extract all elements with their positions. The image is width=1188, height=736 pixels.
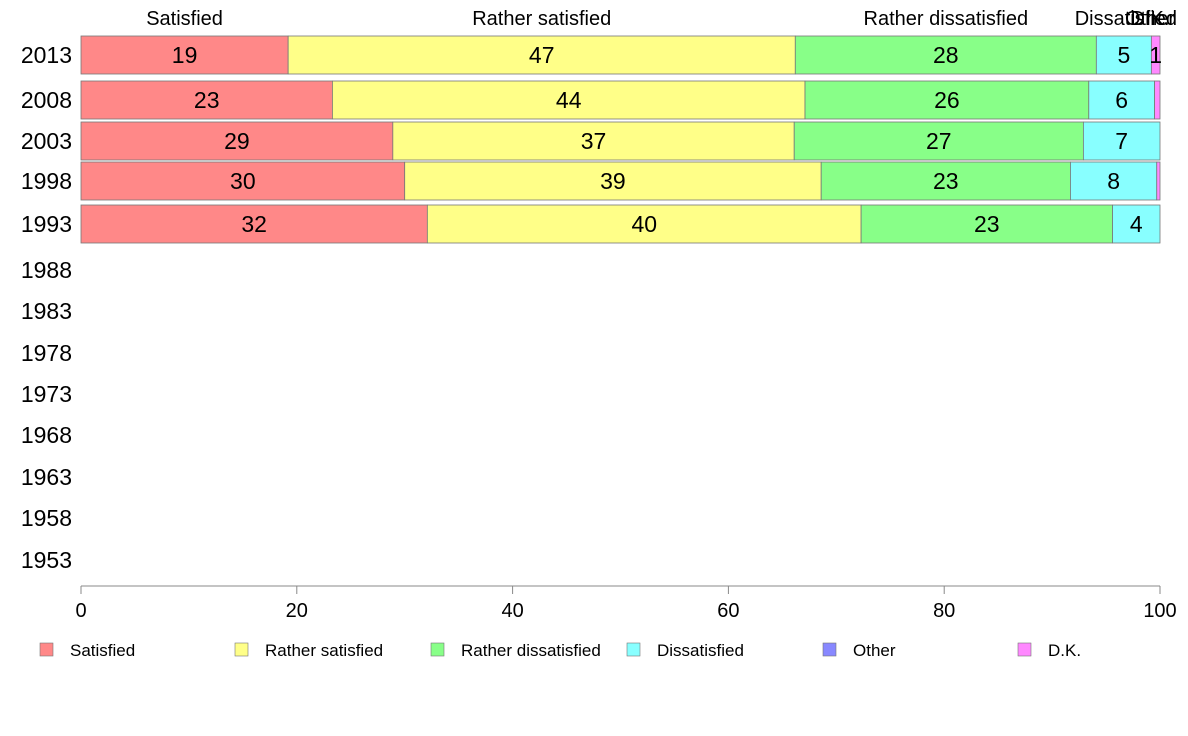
bar-segment (794, 35, 1097, 75)
top-category-label: Satisfied (146, 8, 223, 30)
top-category-label: Rather satisfied (472, 8, 611, 30)
bar-segment (1082, 121, 1161, 161)
bar-segment (392, 121, 795, 161)
legend-swatch (39, 642, 54, 657)
bar-segment (80, 161, 406, 201)
legend-label: Rather satisfied (265, 641, 383, 660)
legend-swatch (822, 642, 837, 657)
bar-segment (820, 161, 1071, 201)
bar-segment (793, 121, 1084, 161)
year-label: 1978 (21, 340, 72, 366)
data-label: 7 (1115, 128, 1128, 154)
bar-segment (80, 80, 333, 120)
bar-segment (1156, 161, 1161, 201)
bar-segment (80, 35, 289, 75)
x-tick-label: 40 (501, 600, 523, 622)
bar-segment (1150, 35, 1161, 75)
data-label: 23 (974, 211, 1000, 237)
year-label: 1958 (21, 505, 72, 531)
legend-swatch (1017, 642, 1032, 657)
year-label: 1988 (21, 257, 72, 283)
x-tick-label: 80 (933, 600, 955, 622)
legend-swatch (430, 642, 445, 657)
data-label: 28 (933, 42, 959, 68)
data-label: 40 (631, 211, 657, 237)
year-label: 2003 (21, 128, 72, 154)
data-label: 23 (933, 168, 959, 194)
top-category-label: D.K. (1131, 8, 1170, 30)
legend-label: Dissatisfied (657, 641, 744, 660)
data-label: 6 (1115, 87, 1128, 113)
year-label: 1993 (21, 211, 72, 237)
legend-swatch (234, 642, 249, 657)
data-label: 19 (172, 42, 198, 68)
bar-segment (1154, 80, 1161, 120)
year-label: 1983 (21, 298, 72, 324)
data-label: 47 (529, 42, 555, 68)
bar-segment (332, 80, 806, 120)
bar-segment (426, 204, 862, 244)
data-label: 1 (1149, 42, 1162, 68)
year-label: 1953 (21, 547, 72, 573)
data-label: 8 (1107, 168, 1120, 194)
year-label: 1973 (21, 381, 72, 407)
legend-label: Other (853, 641, 896, 660)
data-label: 29 (224, 128, 250, 154)
data-label: 4 (1130, 211, 1143, 237)
data-label: 30 (230, 168, 256, 194)
year-label: 1968 (21, 422, 72, 448)
data-label: 27 (926, 128, 952, 154)
x-tick-label: 60 (717, 600, 739, 622)
data-label: 23 (194, 87, 220, 113)
legend-label: D.K. (1048, 641, 1081, 660)
x-tick-label: 20 (286, 600, 308, 622)
data-label: 32 (241, 211, 267, 237)
top-category-label: Other (1125, 8, 1175, 30)
legend-label: Satisfied (70, 641, 135, 660)
bar-segment (1088, 80, 1156, 120)
bar-segment (404, 161, 822, 201)
data-label: 26 (934, 87, 960, 113)
data-label: 37 (581, 128, 607, 154)
year-label: 2008 (21, 87, 72, 113)
top-category-label: Dissatisfied (1075, 8, 1177, 30)
year-label: 2013 (21, 42, 72, 68)
data-label: 44 (556, 87, 582, 113)
bar-segment (860, 204, 1113, 244)
data-label: 39 (600, 168, 626, 194)
bar-segment (287, 35, 796, 75)
bar-segment (1112, 204, 1161, 244)
top-category-label: Rather dissatisfied (864, 8, 1029, 30)
legend-label: Rather dissatisfied (461, 641, 601, 660)
x-tick-label: 100 (1143, 600, 1176, 622)
x-tick-label: 0 (75, 600, 86, 622)
year-label: 1998 (21, 168, 72, 194)
data-label: 5 (1117, 42, 1130, 68)
bar-segment (804, 80, 1090, 120)
year-label: 1963 (21, 464, 72, 490)
bar-segment (80, 121, 394, 161)
legend-swatch (626, 642, 641, 657)
